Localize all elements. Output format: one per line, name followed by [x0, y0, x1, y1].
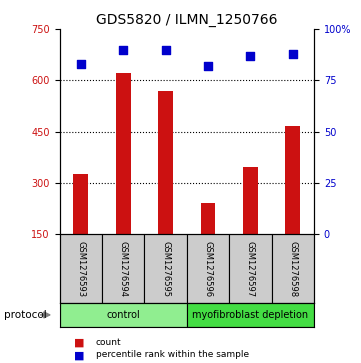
Text: GSM1276593: GSM1276593 — [76, 241, 85, 297]
Point — [290, 51, 296, 57]
Point — [248, 53, 253, 58]
Bar — [229, 234, 271, 303]
Bar — [73, 174, 88, 234]
Bar — [144, 234, 187, 303]
Point — [163, 46, 169, 52]
Text: GSM1276597: GSM1276597 — [246, 241, 255, 297]
Bar — [60, 303, 187, 327]
Text: percentile rank within the sample: percentile rank within the sample — [96, 350, 249, 359]
Bar — [60, 234, 102, 303]
Text: count: count — [96, 338, 121, 347]
Text: ■: ■ — [74, 350, 84, 360]
Bar — [272, 234, 314, 303]
Bar — [102, 234, 144, 303]
Text: control: control — [106, 310, 140, 320]
Text: GSM1276594: GSM1276594 — [119, 241, 128, 297]
Bar — [187, 234, 229, 303]
Bar — [116, 73, 131, 234]
Bar — [201, 203, 216, 234]
Text: GSM1276598: GSM1276598 — [288, 241, 297, 297]
Bar — [187, 303, 314, 327]
Bar — [243, 167, 258, 234]
Text: myofibroblast depletion: myofibroblast depletion — [192, 310, 309, 320]
Title: GDS5820 / ILMN_1250766: GDS5820 / ILMN_1250766 — [96, 13, 278, 26]
Text: protocol: protocol — [4, 310, 46, 320]
Text: ■: ■ — [74, 338, 84, 348]
Bar — [286, 126, 300, 234]
Bar — [158, 90, 173, 234]
Point — [205, 63, 211, 69]
Point — [120, 46, 126, 52]
Text: GSM1276596: GSM1276596 — [204, 241, 213, 297]
Point — [78, 61, 84, 67]
Text: GSM1276595: GSM1276595 — [161, 241, 170, 297]
